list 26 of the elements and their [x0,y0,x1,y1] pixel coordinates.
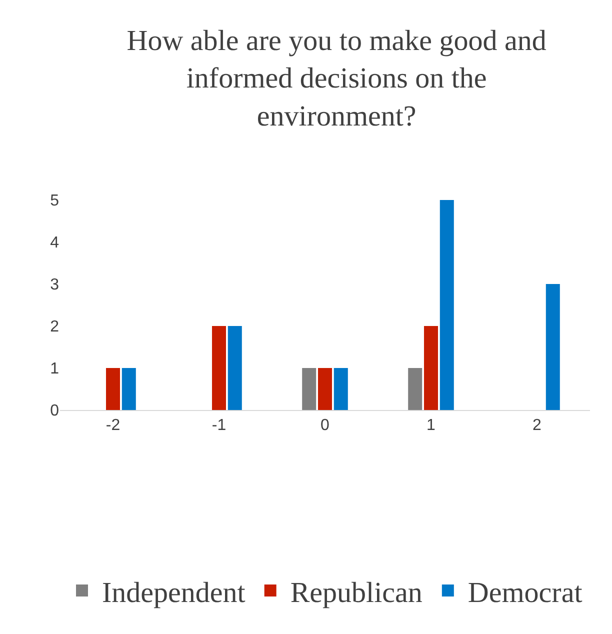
x-tick-label: 1 [426,417,436,434]
legend-label: Independent [102,576,246,609]
x-tick-label: -2 [106,417,120,434]
bar [334,368,348,410]
y-tick-label: 4 [50,234,60,252]
bar [546,284,560,410]
bar [228,326,242,410]
bar [440,200,454,410]
bar [318,368,332,410]
bar [122,368,136,410]
bar [106,368,120,410]
x-tick-label: 0 [320,417,330,434]
y-tick-label: 3 [50,276,60,294]
bar [424,326,438,410]
bar [212,326,226,410]
y-tick-label: 0 [50,402,60,420]
x-tick-label: 2 [532,417,542,434]
chart-title: How able are you to make good and informed decisions on the environment? [126,25,547,132]
x-tick-label: -1 [212,417,226,434]
y-tick-label: 5 [50,192,60,210]
bar [408,368,422,410]
y-tick-label: 1 [50,360,60,378]
legend-label: Republican [290,576,423,609]
y-tick-label: 2 [50,318,60,336]
legend-label: Democrat [468,576,582,609]
bar [302,368,316,410]
